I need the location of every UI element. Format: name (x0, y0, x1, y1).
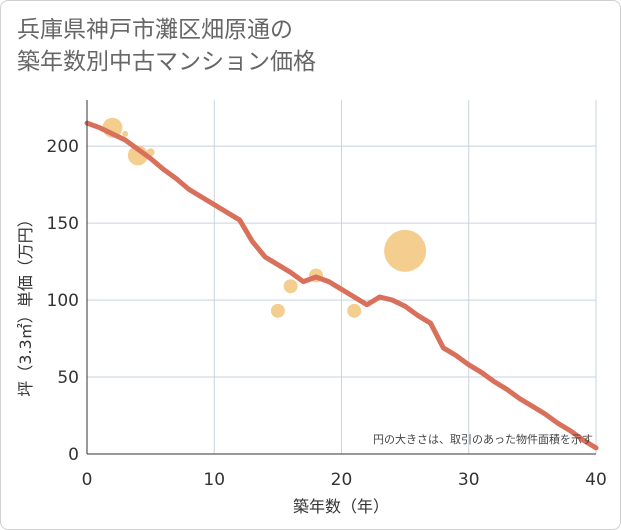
scatter-bubble (122, 130, 129, 137)
axis-layer (86, 100, 596, 455)
bubble-layer (102, 117, 427, 318)
x-axis-title: 築年数（年） (293, 497, 389, 516)
x-tick-label: 20 (331, 470, 353, 490)
x-tick-label: 40 (585, 470, 607, 490)
tick-label-layer: 0 10 20 30 40 0 50 100 150 200 (47, 137, 607, 490)
chart-title-line-2: 築年数別中古マンション価格 (17, 49, 316, 75)
trend-line-layer (84, 120, 599, 451)
area-note: 円の大きさは、取引のあった物件面積を示す (373, 432, 593, 446)
y-tick-label: 50 (57, 368, 79, 388)
x-tick-label: 30 (458, 470, 480, 490)
scatter-bubble (347, 303, 362, 318)
chart-title-line-1: 兵庫県神戸市灘区畑原通の (17, 17, 293, 43)
y-tick-label: 0 (68, 445, 79, 465)
trend-line (84, 120, 599, 451)
x-tick-label: 10 (203, 470, 225, 490)
grid-layer (87, 100, 597, 454)
scatter-bubble (270, 303, 285, 318)
scatter-bubble (384, 229, 427, 272)
y-tick-label: 150 (47, 214, 79, 234)
y-tick-label: 200 (47, 137, 79, 157)
y-axis-title: 坪（3.3㎡）単価（万円） (16, 211, 35, 396)
y-tick-label: 100 (47, 291, 79, 311)
scatter-bubble (283, 279, 298, 294)
chart-title: 兵庫県神戸市灘区畑原通の 築年数別中古マンション価格 (17, 14, 437, 78)
x-tick-label: 0 (82, 470, 93, 490)
